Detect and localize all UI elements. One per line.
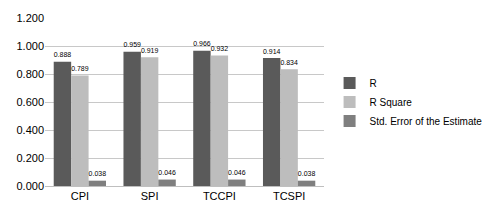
svg-text:R Square: R Square (370, 97, 413, 108)
svg-text:0.038: 0.038 (89, 170, 107, 177)
svg-text:0.000: 0.000 (16, 180, 44, 192)
svg-text:0.046: 0.046 (158, 169, 176, 176)
svg-text:0.038: 0.038 (298, 170, 316, 177)
svg-text:TCSPI: TCSPI (273, 190, 305, 202)
svg-text:1.200: 1.200 (16, 12, 44, 24)
svg-text:0.888: 0.888 (54, 51, 72, 58)
svg-text:Std. Error of the Estimate: Std. Error of the Estimate (370, 116, 483, 127)
svg-text:0.919: 0.919 (141, 47, 159, 54)
svg-text:0.959: 0.959 (123, 41, 141, 48)
svg-text:0.200: 0.200 (16, 152, 44, 164)
svg-text:0.400: 0.400 (16, 124, 44, 136)
svg-text:R: R (370, 78, 377, 89)
svg-text:0.914: 0.914 (263, 48, 281, 55)
svg-text:SPI: SPI (141, 190, 159, 202)
svg-text:TCCPI: TCCPI (203, 190, 236, 202)
svg-text:0.800: 0.800 (16, 68, 44, 80)
svg-text:0.932: 0.932 (211, 45, 229, 52)
svg-text:0.966: 0.966 (193, 40, 211, 47)
svg-text:1.000: 1.000 (16, 40, 44, 52)
svg-text:0.834: 0.834 (280, 59, 298, 66)
svg-text:0.600: 0.600 (16, 96, 44, 108)
svg-text:0.046: 0.046 (228, 169, 246, 176)
svg-text:CPI: CPI (71, 190, 89, 202)
svg-text:0.789: 0.789 (71, 65, 89, 72)
